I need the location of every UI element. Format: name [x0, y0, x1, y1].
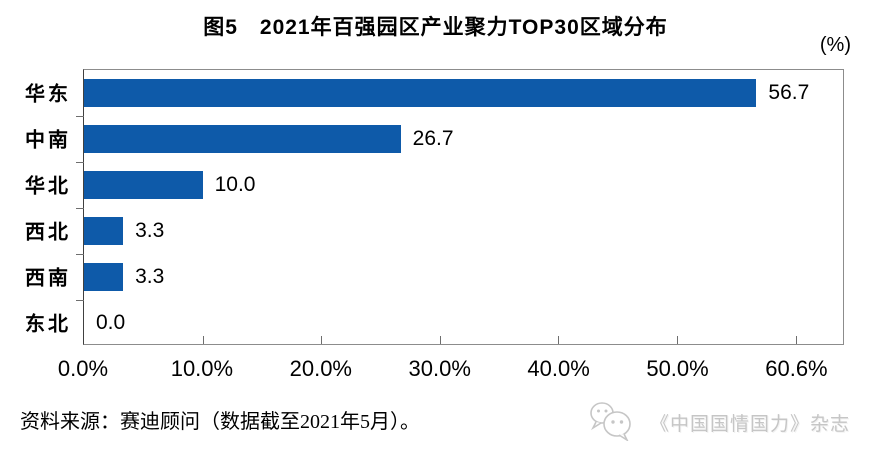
- value-label: 3.3: [135, 219, 165, 242]
- x-axis-tick-label: 50.0%: [646, 356, 709, 381]
- bar-segment: [84, 263, 124, 291]
- bar-segment: [84, 125, 401, 153]
- bar-segment: [84, 171, 203, 199]
- wechat-logo-icon: [588, 399, 636, 446]
- x-axis-tick: [202, 336, 204, 344]
- bar-row: 3.3: [84, 254, 843, 300]
- source-note: 资料来源：赛迪顾问（数据截至2021年5月）。: [20, 411, 420, 433]
- category-label: 东北: [25, 313, 71, 336]
- bar-row: 3.3: [84, 208, 843, 254]
- unit-label: (%): [819, 34, 851, 56]
- x-axis-tick: [676, 336, 678, 344]
- bar-segment: [84, 79, 757, 107]
- y-axis-tick: [76, 300, 84, 301]
- bar-segment: [84, 217, 124, 245]
- bar-row: 26.7: [84, 116, 843, 162]
- y-axis-tick: [76, 162, 84, 163]
- category-label: 中南: [25, 129, 71, 152]
- category-label: 华北: [25, 175, 71, 198]
- value-label: 26.7: [412, 127, 454, 150]
- x-axis-tick-label: 40.0%: [527, 356, 590, 381]
- x-axis-tick-label: 60.6%: [765, 356, 828, 381]
- bar-row: 0.0: [84, 300, 843, 346]
- x-axis-tick-label: 10.0%: [170, 356, 234, 381]
- value-label: 3.3: [135, 265, 165, 288]
- x-axis-tick-label: 20.0%: [289, 356, 353, 381]
- y-axis-tick: [76, 254, 84, 255]
- x-axis-tick-label: 30.0%: [408, 356, 471, 381]
- x-axis-tick: [795, 336, 797, 344]
- y-axis-tick: [76, 116, 84, 117]
- y-axis-tick: [76, 208, 84, 209]
- value-label: 0.0: [96, 311, 126, 334]
- value-label: 56.7: [768, 81, 810, 104]
- category-label: 西南: [25, 267, 71, 290]
- chart-title: 图5 2021年百强园区产业聚力TOP30区域分布: [203, 16, 668, 39]
- watermark-text: 《中国国情国力》杂志: [650, 414, 851, 435]
- value-label: 10.0: [214, 173, 256, 196]
- plot-area: 56.7 26.7 10.0 3.3 3.3 0.0: [76, 69, 844, 346]
- x-axis-tick-label: 0.0%: [57, 356, 109, 381]
- x-axis-tick: [439, 336, 441, 344]
- watermark: 《中国国情国力》杂志: [588, 399, 850, 446]
- x-axis-tick: [321, 336, 323, 344]
- bar-row: 56.7: [84, 70, 843, 116]
- x-axis-tick: [558, 336, 560, 344]
- category-label: 西北: [25, 221, 71, 244]
- category-label: 华东: [25, 83, 71, 106]
- bar-row: 10.0: [84, 162, 843, 208]
